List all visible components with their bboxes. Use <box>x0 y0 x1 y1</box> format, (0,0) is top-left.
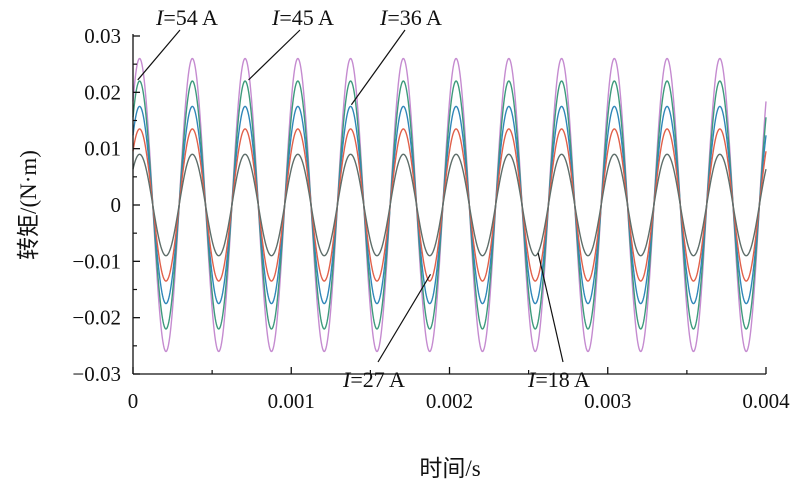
annotation-18A: I=18 A <box>527 252 590 392</box>
x-tick-label: 0 <box>128 389 139 413</box>
x-tick-label: 0.002 <box>426 389 473 413</box>
annotation-leader-line <box>537 252 564 363</box>
annotation-label: I=45 A <box>271 5 334 30</box>
series-line-27A <box>132 128 767 282</box>
annotation-54A: I=54 A <box>137 5 218 81</box>
y-tick-label: −0.02 <box>72 306 121 330</box>
series-line-36A <box>132 105 767 305</box>
y-tick-label: 0.02 <box>84 80 121 104</box>
series-line-18A <box>132 153 767 257</box>
y-tick-label: −0.01 <box>72 249 121 273</box>
y-tick-label: 0.01 <box>84 137 121 161</box>
series-line-54A <box>132 57 767 353</box>
annotation-label: I=18 A <box>527 367 590 392</box>
y-tick-label: −0.03 <box>72 362 121 386</box>
annotation-36A: I=36 A <box>350 5 442 106</box>
y-axis-title: 转矩/(N·m) <box>16 150 41 260</box>
series-line-45A <box>132 80 767 330</box>
annotation-label: I=27 A <box>342 367 405 392</box>
x-axis-title: 时间/s <box>419 456 480 481</box>
annotation-27A: I=27 A <box>342 273 432 392</box>
annotation-45A: I=45 A <box>248 5 334 81</box>
x-tick-label: 0.001 <box>268 389 315 413</box>
axes: 0 0.001 0.002 0.003 0.004 0.03 0.02 0.01 0 −0.01 −… <box>72 24 790 413</box>
annotation-leader-line <box>248 29 301 81</box>
series-annotations: I=54 A I=45 A I=36 A I=27 A I=18 A <box>137 5 590 392</box>
annotation-leader-line <box>377 273 432 363</box>
series-lines <box>132 57 767 353</box>
annotation-label: I=36 A <box>379 5 442 30</box>
y-tick-label: 0 <box>111 193 122 217</box>
x-tick-label: 0.004 <box>742 389 790 413</box>
annotation-leader-line <box>137 29 181 81</box>
y-tick-label: 0.03 <box>84 24 121 48</box>
annotation-label: I=54 A <box>155 5 218 30</box>
annotation-leader-line <box>350 29 406 106</box>
x-tick-label: 0.003 <box>584 389 631 413</box>
